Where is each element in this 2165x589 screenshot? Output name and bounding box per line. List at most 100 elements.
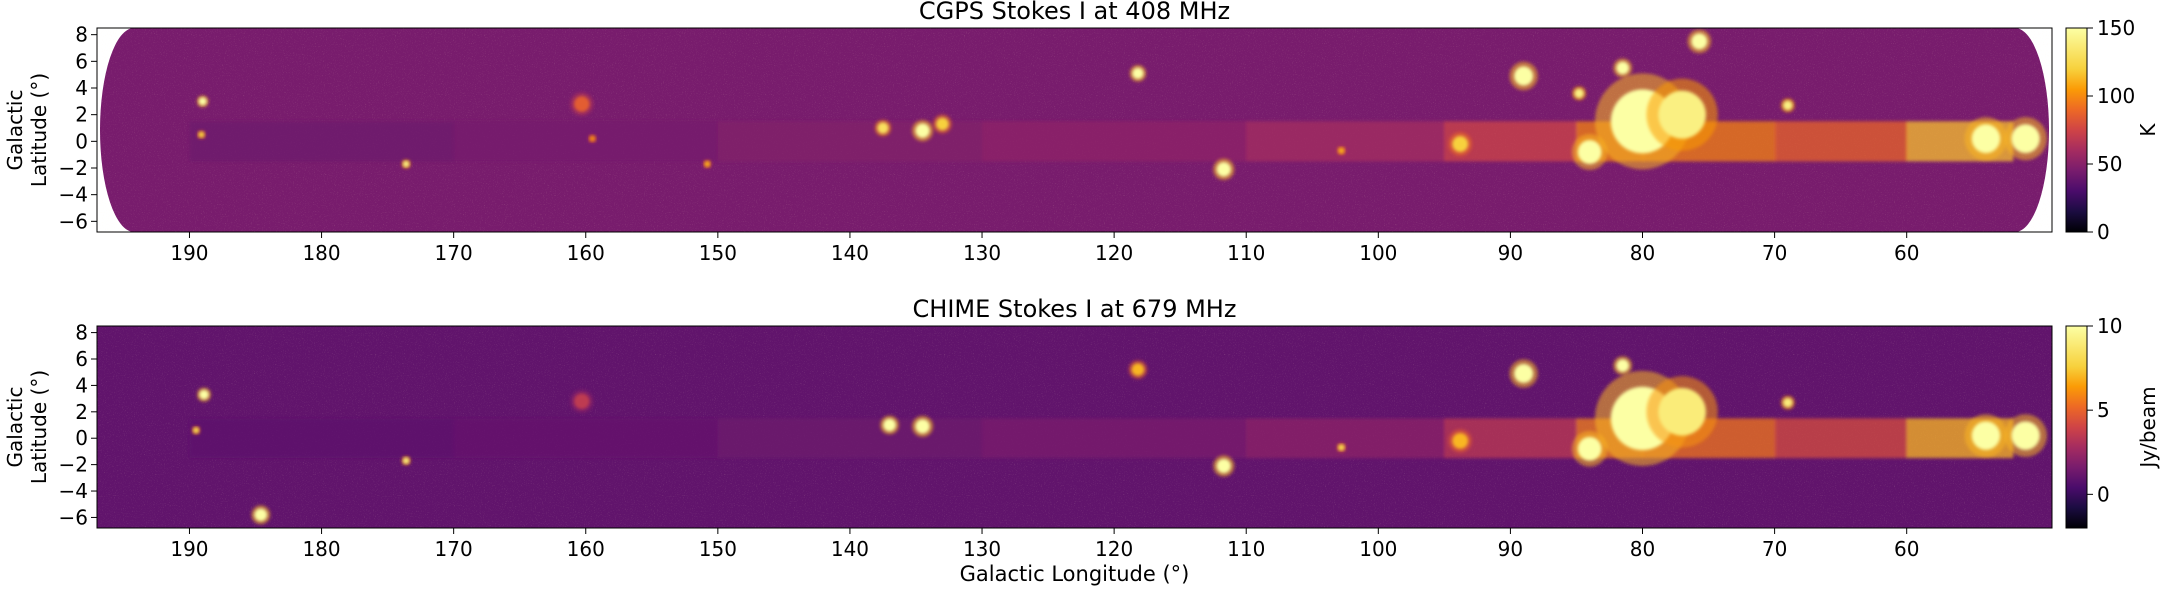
radio-source (874, 119, 892, 137)
source-core (573, 96, 590, 112)
chart-title: CGPS Stokes I at 408 MHz (919, 0, 1230, 25)
x-tick-label: 80 (1630, 537, 1655, 561)
source-core (1971, 124, 2001, 154)
source-core (198, 131, 205, 138)
radio-source (251, 505, 271, 525)
x-tick-label: 130 (963, 241, 1001, 265)
plane-emission (189, 121, 2014, 162)
axes-frame (96, 27, 2053, 233)
x-axis-label: Galactic Longitude (°) (960, 562, 1190, 586)
plane-segment (189, 121, 455, 162)
y-tick-label: 2 (75, 103, 88, 127)
source-core (1577, 436, 1602, 461)
radio-source (1509, 61, 1538, 91)
radio-source (191, 425, 201, 435)
x-tick-label: 190 (170, 241, 208, 265)
radio-source (1336, 442, 1347, 453)
source-core (254, 508, 268, 522)
radio-source (2004, 117, 2047, 161)
radio-source (1613, 58, 1633, 78)
plane-segment (982, 121, 1248, 162)
plane-segment (189, 418, 455, 459)
source-core (199, 389, 209, 400)
y-axis-label-line2: Latitude (°) (27, 370, 51, 484)
plane-segment (453, 121, 719, 162)
source-core (1216, 162, 1231, 177)
colorbar-tick-label: 0 (2097, 482, 2110, 506)
y-tick-label: −6 (59, 209, 88, 233)
y-axis-label-line1: Galactic (3, 90, 27, 171)
y-tick-label: 8 (75, 321, 88, 345)
x-tick-label: 60 (1894, 241, 1919, 265)
source-core (1616, 359, 1630, 372)
source-core (1971, 421, 2001, 450)
plane-segment (982, 418, 1248, 459)
plane-emission (189, 418, 2014, 459)
radio-source (1687, 29, 1712, 54)
x-tick-label: 90 (1498, 241, 1523, 265)
radio-source (196, 130, 206, 140)
radio-source (1213, 158, 1235, 181)
x-tick-label: 180 (302, 537, 340, 561)
plane-segment (1246, 121, 1446, 162)
colorbar-gradient (2065, 325, 2088, 529)
source-core (1338, 444, 1345, 451)
plane-segment (453, 418, 719, 459)
radio-source (587, 134, 597, 144)
y-axis-label: GalacticLatitude (°) (3, 73, 51, 187)
x-tick-label: 60 (1894, 537, 1919, 561)
x-tick-label: 70 (1762, 241, 1787, 265)
source-core (883, 418, 896, 432)
radio-source (702, 159, 712, 169)
y-tick-label: 6 (75, 49, 88, 73)
y-tick-label: 4 (75, 373, 88, 397)
y-tick-label: 0 (75, 426, 88, 450)
y-axis-label-line1: Galactic (3, 387, 27, 468)
radio-source (1571, 430, 1608, 467)
y-tick-label: 2 (75, 400, 88, 424)
x-tick-label: 180 (302, 241, 340, 265)
x-tick-label: 160 (567, 537, 605, 561)
source-core (1514, 364, 1534, 384)
radio-source (401, 455, 411, 466)
y-tick-label: −2 (59, 453, 88, 477)
radio-source (1571, 134, 1608, 170)
x-tick-label: 170 (435, 537, 473, 561)
source-core (1131, 363, 1145, 376)
cgps-panel: CGPS Stokes I at 408 MHz 190 180 170 160 150 1… (3, 0, 2160, 265)
radio-source (911, 415, 934, 438)
colorbar-label: K (2136, 123, 2160, 137)
radio-source (1128, 360, 1148, 380)
source-core (589, 135, 596, 142)
x-tick-label: 130 (963, 537, 1001, 561)
x-tick-label: 150 (699, 537, 737, 561)
source-core (1577, 140, 1602, 164)
x-tick-label: 90 (1498, 537, 1523, 561)
source-core (936, 117, 949, 131)
colorbar-tick-label: 10 (2097, 314, 2122, 338)
colorbar-tick-label: 50 (2097, 152, 2122, 176)
x-tick-label: 100 (1359, 241, 1397, 265)
radio-source (401, 159, 411, 169)
source-core (1216, 458, 1231, 474)
x-tick-label: 160 (567, 241, 605, 265)
axes-frame (96, 325, 2053, 529)
radio-source (1646, 78, 1718, 151)
y-tick-label: −4 (59, 479, 88, 503)
y-tick-label: 0 (75, 129, 88, 153)
plane-segment (1774, 121, 1908, 162)
colorbar: 0 5 10 Jy/beam (2065, 314, 2160, 529)
x-tick-label: 110 (1227, 241, 1265, 265)
radio-source (569, 92, 594, 116)
radio-source (1571, 86, 1587, 101)
radio-source (196, 387, 212, 402)
source-core (402, 160, 410, 168)
x-tick-label: 110 (1227, 537, 1265, 561)
y-tick-label: −2 (59, 156, 88, 180)
plane-segment (1246, 418, 1446, 459)
x-tick-label: 120 (1095, 241, 1133, 265)
source-core (1132, 67, 1144, 79)
x-tick-label: 150 (699, 241, 737, 265)
radio-source (880, 415, 900, 435)
